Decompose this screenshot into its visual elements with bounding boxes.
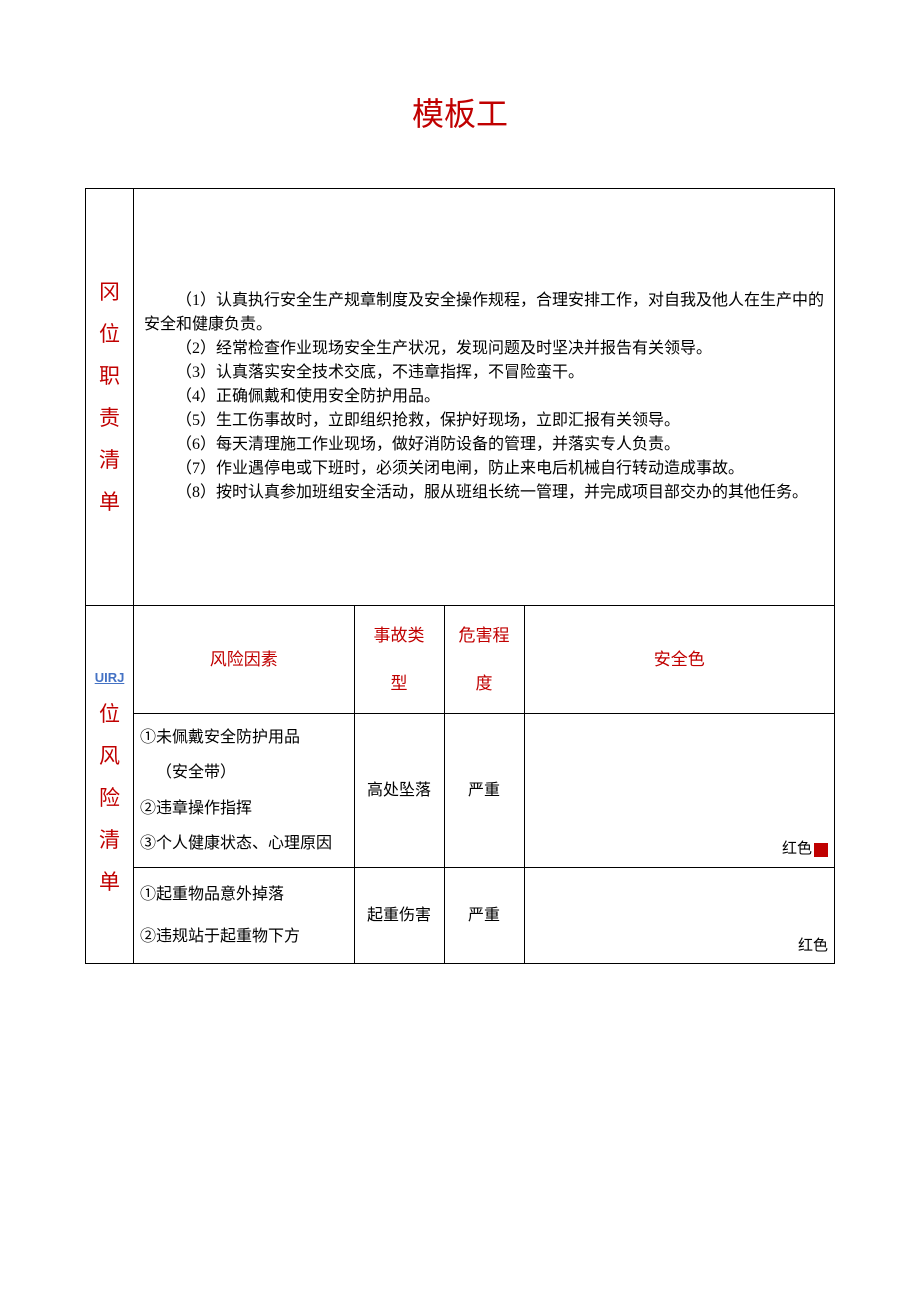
- risk-header-row: 风险因素 事故类 型 危害程 度 安全色: [134, 606, 834, 714]
- side-char: 单: [90, 861, 129, 903]
- side-char: 险: [90, 777, 129, 819]
- side-char: 清: [90, 819, 129, 861]
- duty-side-label: 冈 位 职 责 清 单: [86, 189, 134, 606]
- duty-item: （6）每天清理施工作业现场，做好消防设备的管理，并落实专人负责。: [144, 433, 824, 457]
- uirj-label: UIRJ: [90, 666, 129, 689]
- risk-item: ①未佩戴安全防护用品: [140, 720, 348, 755]
- header-risk: 风险因素: [134, 606, 354, 714]
- duty-item: （4）正确佩戴和使用安全防护用品。: [144, 385, 824, 409]
- accident-type: 高处坠落: [354, 714, 444, 868]
- duty-item: （7）作业遇停电或下班时，必须关闭电闸，防止来电后机械自行转动造成事故。: [144, 457, 824, 481]
- duty-row: 冈 位 职 责 清 单 （1）认真执行安全生产规章制度及安全操作规程，合理安排工…: [86, 189, 835, 606]
- header-color: 安全色: [524, 606, 834, 714]
- risk-item: ②违章操作指挥: [140, 791, 348, 826]
- hazard-level: 严重: [444, 714, 524, 868]
- side-char: 责: [90, 397, 129, 439]
- side-char: 单: [90, 481, 129, 523]
- duty-item: （2）经常检查作业现场安全生产状况，发现问题及时坚决并报告有关领导。: [144, 337, 824, 361]
- side-char: 位: [90, 693, 129, 735]
- risk-item: （安全带）: [140, 755, 348, 790]
- risk-item: ①起重物品意外掉落: [140, 874, 348, 916]
- risk-table-wrap: 风险因素 事故类 型 危害程 度 安全色 ①未佩戴安全防护用品 （安全带） ②违…: [134, 606, 835, 964]
- red-square-icon: [814, 843, 828, 857]
- side-char: 位: [90, 313, 129, 355]
- duty-content: （1）认真执行安全生产规章制度及安全操作规程，合理安排工作，对自我及他人在生产中…: [134, 189, 835, 606]
- header-level: 危害程 度: [444, 606, 524, 714]
- duty-item: （3）认真落实安全技术交底，不违章指挥，不冒险蛮干。: [144, 361, 824, 385]
- risk-data-row: ①未佩戴安全防护用品 （安全带） ②违章操作指挥 ③个人健康状态、心理原因 高处…: [134, 714, 834, 868]
- side-char: 清: [90, 439, 129, 481]
- color-label: 红色: [782, 841, 812, 857]
- accident-type: 起重伤害: [354, 867, 444, 963]
- risk-row: UIRJ 位 风 险 清 单 风险因素 事故类 型 危害程 度 安全色 ①未佩戴…: [86, 606, 835, 964]
- side-char: 冈: [90, 271, 129, 313]
- page-title: 模板工: [85, 90, 835, 138]
- duty-item: （1）认真执行安全生产规章制度及安全操作规程，合理安排工作，对自我及他人在生产中…: [144, 289, 824, 337]
- risk-factors-cell: ①未佩戴安全防护用品 （安全带） ②违章操作指挥 ③个人健康状态、心理原因: [134, 714, 354, 868]
- safety-color-cell: 红色: [524, 867, 834, 963]
- safety-color-cell: 红色: [524, 714, 834, 868]
- risk-data-row: ①起重物品意外掉落 ②违规站于起重物下方 起重伤害 严重 红色: [134, 867, 834, 963]
- color-label: 红色: [798, 938, 828, 954]
- risk-table: 风险因素 事故类 型 危害程 度 安全色 ①未佩戴安全防护用品 （安全带） ②违…: [134, 606, 834, 963]
- header-type: 事故类 型: [354, 606, 444, 714]
- hazard-level: 严重: [444, 867, 524, 963]
- side-char: 职: [90, 355, 129, 397]
- side-char: 风: [90, 735, 129, 777]
- main-table: 冈 位 职 责 清 单 （1）认真执行安全生产规章制度及安全操作规程，合理安排工…: [85, 188, 835, 964]
- duty-item: （5）生工伤事故时，立即组织抢救，保护好现场，立即汇报有关领导。: [144, 409, 824, 433]
- risk-item: ③个人健康状态、心理原因: [140, 826, 348, 861]
- duty-item: （8）按时认真参加班组安全活动，服从班组长统一管理，并完成项目部交办的其他任务。: [144, 481, 824, 505]
- risk-item: ②违规站于起重物下方: [140, 916, 348, 958]
- risk-side-label: UIRJ 位 风 险 清 单: [86, 606, 134, 964]
- risk-factors-cell: ①起重物品意外掉落 ②违规站于起重物下方: [134, 867, 354, 963]
